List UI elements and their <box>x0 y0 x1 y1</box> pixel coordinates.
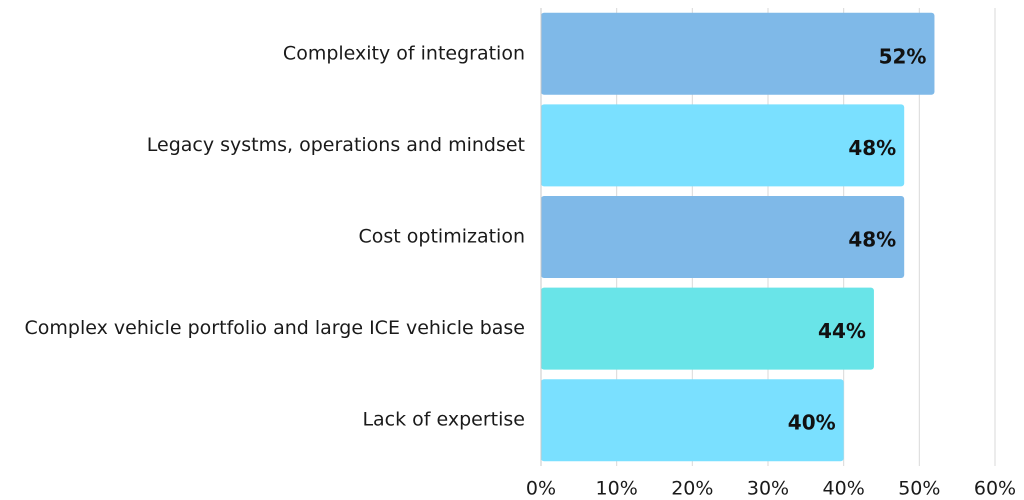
data-label-4: 40% <box>788 411 836 435</box>
category-label-1: Legacy systms, operations and mindset <box>147 134 525 156</box>
x-tick-label-10: 10% <box>596 478 638 500</box>
bar-2 <box>541 196 905 278</box>
data-label-0: 52% <box>879 44 927 68</box>
category-label-3: Complex vehicle portfolio and large ICE … <box>25 317 525 339</box>
bar-0 <box>541 12 935 95</box>
category-labels: Complexity of integration Legacy systms, … <box>25 42 525 430</box>
category-label-2: Cost optimization <box>359 226 526 248</box>
bar-4 <box>541 379 844 462</box>
x-tick-label-40: 40% <box>823 478 865 500</box>
x-tick-label-30: 30% <box>747 478 789 500</box>
data-labels: 52% 48% 48% 44% 40% <box>788 44 927 434</box>
data-label-3: 44% <box>818 319 866 343</box>
x-tick-label-0: 0% <box>526 478 556 500</box>
x-tick-label-50: 50% <box>898 478 940 500</box>
bars <box>541 12 935 462</box>
data-label-1: 48% <box>848 136 896 160</box>
category-label-4: Lack of expertise <box>362 409 525 431</box>
bar-1 <box>541 104 905 187</box>
data-label-2: 48% <box>848 228 896 252</box>
x-tick-label-20: 20% <box>671 478 713 500</box>
x-tick-label-60: 60% <box>974 478 1016 500</box>
x-axis-tick-labels: 0% 10% 20% 30% 40% 50% 60% <box>526 478 1016 500</box>
category-label-0: Complexity of integration <box>283 42 525 64</box>
bar-3 <box>541 287 874 370</box>
